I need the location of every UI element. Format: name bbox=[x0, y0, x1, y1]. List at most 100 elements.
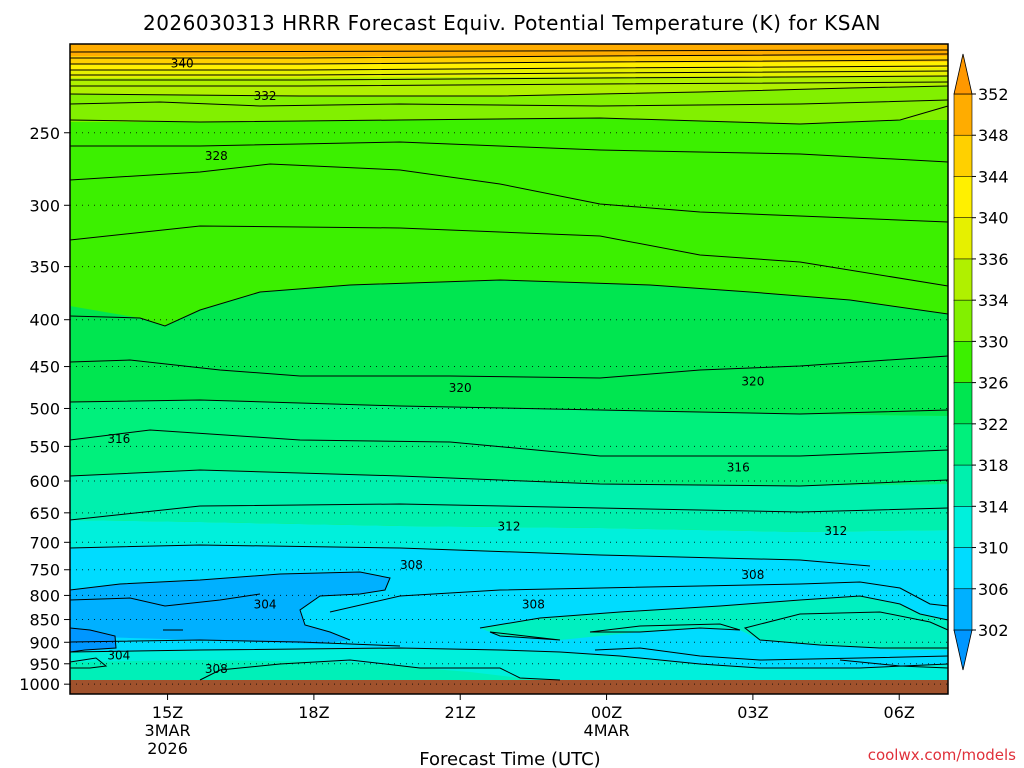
y-tick-label: 450 bbox=[29, 358, 60, 377]
x-tick-label: 03Z bbox=[737, 703, 768, 722]
contour-label: 340 bbox=[171, 56, 194, 70]
colorbar-tick-label: 306 bbox=[978, 580, 1009, 599]
y-tick-label: 800 bbox=[29, 586, 60, 605]
y-tick-label: 550 bbox=[29, 437, 60, 456]
y-tick-label: 850 bbox=[29, 611, 60, 630]
colorbar-high-arrow bbox=[953, 53, 973, 95]
contour-label: 320 bbox=[449, 381, 472, 395]
colorbar: 352 348 344 340 336 334 330 326 322 318 314 310 306 3… bbox=[953, 53, 1009, 671]
y-axis: 250 300 350 400 450 500 550 600 650 700 750 800 850 9… bbox=[19, 124, 70, 694]
contour-line bbox=[69, 639, 401, 647]
colorbar-bin bbox=[953, 382, 973, 425]
contour-line bbox=[70, 65, 949, 71]
contour-label: 308 bbox=[400, 558, 423, 572]
contour-line bbox=[69, 99, 949, 107]
contour-line bbox=[69, 279, 949, 327]
contour-line bbox=[479, 595, 949, 629]
x-axis-label: Forecast Time (UTC) bbox=[419, 749, 600, 768]
contour-lines bbox=[69, 49, 949, 681]
colorbar-bin bbox=[953, 423, 973, 466]
contour-line bbox=[70, 81, 949, 87]
colorbar-tick-label: 318 bbox=[978, 456, 1009, 475]
x-tick-label: 06Z bbox=[884, 703, 915, 722]
contour-line bbox=[69, 647, 949, 669]
band-310-314 bbox=[70, 520, 948, 560]
contour-line bbox=[69, 593, 261, 607]
y-tick-label: 750 bbox=[29, 561, 60, 580]
colorbar-tick-label: 336 bbox=[978, 250, 1009, 269]
contour-line bbox=[69, 627, 117, 653]
band-302-306 bbox=[70, 572, 390, 644]
contour-line bbox=[69, 225, 949, 287]
contour-line bbox=[69, 571, 391, 641]
colorbar-low-arrow bbox=[953, 629, 973, 671]
colorbar-bin bbox=[953, 176, 973, 219]
contour-line bbox=[69, 429, 949, 457]
y-tick-label: 400 bbox=[29, 311, 60, 330]
contour-line bbox=[70, 53, 949, 59]
x-tick-sublabel: 4MAR bbox=[584, 721, 630, 740]
y-tick-label: 300 bbox=[29, 196, 60, 215]
x-tick-label: 00Z bbox=[591, 703, 622, 722]
contour-line bbox=[69, 163, 949, 223]
band-318-322 bbox=[70, 400, 948, 486]
colorbar-tick-label: 326 bbox=[978, 374, 1009, 393]
colorbar-bin bbox=[953, 506, 973, 549]
plot-frame bbox=[69, 43, 949, 695]
contour-label: 308 bbox=[741, 568, 764, 582]
credit-text: coolwx.com/models bbox=[868, 746, 1016, 764]
colorbar-tick-label: 352 bbox=[978, 85, 1009, 104]
colorbar-tick-label: 330 bbox=[978, 332, 1009, 351]
colorbar-tick-label: 348 bbox=[978, 126, 1009, 145]
colorbar-tick-label: 302 bbox=[978, 621, 1009, 640]
colorbar-tick-label: 322 bbox=[978, 415, 1009, 434]
contour-line bbox=[69, 399, 949, 415]
contour-line bbox=[69, 503, 949, 521]
contour-label: 304 bbox=[254, 597, 277, 611]
band-310-314-surface-west bbox=[70, 660, 560, 680]
contour-line bbox=[70, 75, 949, 81]
colorbar-tick-label: 314 bbox=[978, 497, 1009, 516]
contour-line bbox=[70, 59, 949, 65]
y-tick-label: 1000 bbox=[19, 675, 60, 694]
band-310-314-lower bbox=[480, 596, 948, 650]
chart-title: 2026030313 HRRR Forecast Equiv. Potentia… bbox=[143, 11, 881, 35]
x-tick-sublabel: 2026 bbox=[147, 739, 188, 758]
y-tick-label: 600 bbox=[29, 472, 60, 491]
contour-label: 320 bbox=[741, 374, 764, 388]
y-tick-label: 700 bbox=[29, 533, 60, 552]
contour-line bbox=[69, 657, 108, 669]
contour-labels: 340 332 328 320 320 316 316 312 312 308 308 308 304 3… bbox=[107, 56, 847, 676]
colorbar-tick-label: 334 bbox=[978, 291, 1009, 310]
contour-line bbox=[70, 70, 949, 76]
x-tick-sublabel: 3MAR bbox=[145, 721, 191, 740]
contour-line bbox=[594, 647, 949, 661]
contour-label: 308 bbox=[522, 597, 545, 611]
colorbar-tick-label: 310 bbox=[978, 539, 1009, 558]
colorbar-bin bbox=[953, 341, 973, 384]
contour-line bbox=[69, 85, 949, 97]
colorbar-bin bbox=[953, 134, 973, 178]
colorbar-tick-label: 344 bbox=[978, 167, 1009, 186]
contour-line bbox=[69, 355, 949, 379]
contour-label: 304 bbox=[107, 648, 130, 662]
colorbar-bin bbox=[953, 217, 973, 260]
colorbar-bin bbox=[953, 464, 973, 508]
ground-bar bbox=[70, 680, 948, 694]
contour-label: 312 bbox=[824, 524, 847, 538]
contour-line bbox=[589, 623, 741, 633]
contour-label: 316 bbox=[727, 461, 750, 475]
contour-line bbox=[199, 659, 561, 681]
contour-label: 316 bbox=[107, 432, 130, 446]
contour-line bbox=[489, 631, 561, 641]
colorbar-bin bbox=[953, 547, 973, 590]
x-tick-label: 18Z bbox=[298, 703, 329, 722]
y-tick-label: 900 bbox=[29, 633, 60, 652]
contour-line bbox=[69, 544, 871, 567]
y-tick-label: 500 bbox=[29, 399, 60, 418]
colorbar-bin bbox=[953, 299, 973, 343]
contour-line bbox=[70, 141, 949, 163]
colorbar-tick-label: 340 bbox=[978, 209, 1009, 228]
